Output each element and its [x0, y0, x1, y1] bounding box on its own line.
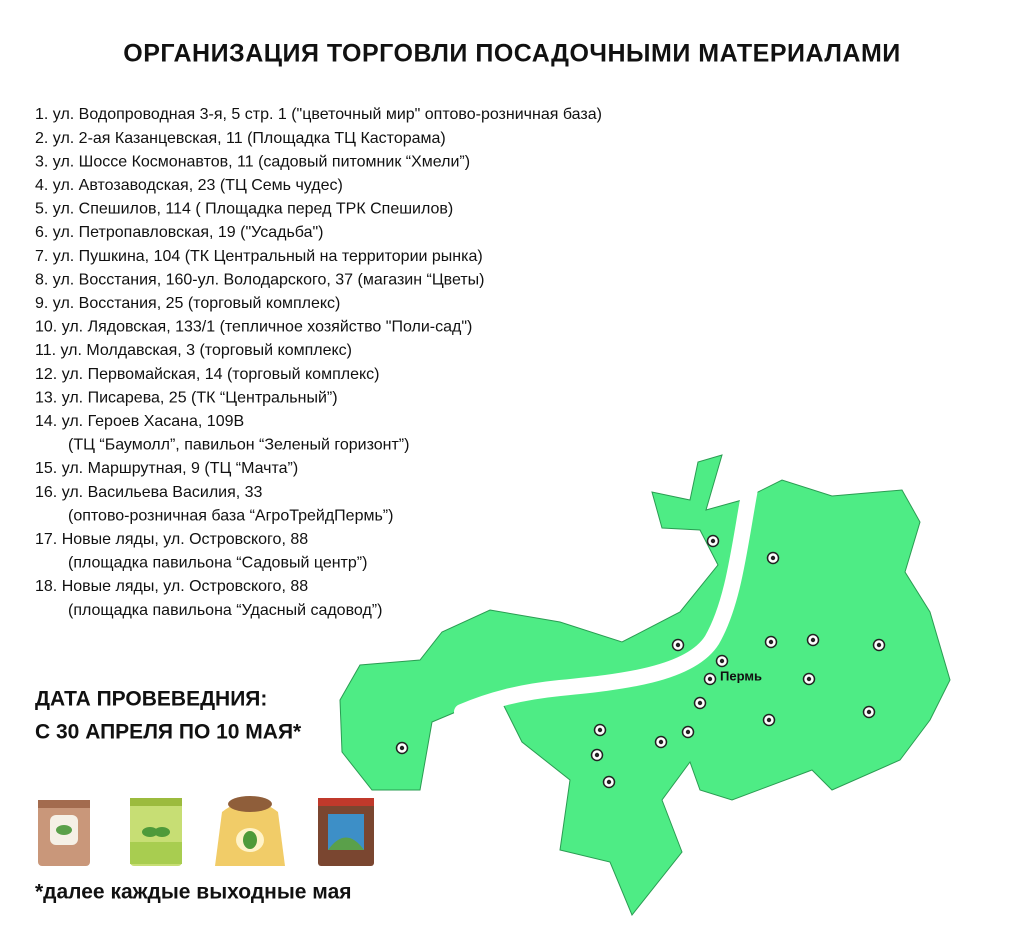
list-item: 12. ул. Первомайская, 14 (торговый компл…: [35, 366, 379, 383]
packet-icon: [215, 796, 285, 866]
map: Пермь: [339, 454, 951, 916]
marker-dot: [399, 745, 405, 751]
marker-dot: [697, 700, 703, 706]
marker-dot: [719, 658, 725, 664]
list-item: 9. ул. Восстания, 25 (торговый комплекс): [35, 295, 340, 312]
marker-dot: [766, 717, 772, 723]
city-label: Пермь: [720, 668, 762, 683]
list-item: 8. ул. Восстания, 160-ул. Володарского, …: [35, 271, 485, 288]
marker-dot: [876, 642, 882, 648]
packet-icon: [38, 800, 90, 866]
list-item: 7. ул. Пушкина, 104 (ТК Центральный на т…: [35, 248, 483, 265]
marker-dot: [710, 538, 716, 544]
list-item: 4. ул. Автозаводская, 23 (ТЦ Семь чудес): [35, 177, 343, 194]
marker-dot: [594, 752, 600, 758]
list-item: 16. ул. Васильева Василия, 33: [35, 484, 263, 501]
list-item: 14. ул. Героев Хасана, 109В: [35, 413, 244, 430]
date-period: С 30 АПРЕЛЯ ПО 10 МАЯ*: [35, 721, 302, 744]
marker-dot: [707, 676, 713, 682]
list-item-detail: (площадка павильона “Удасный садовод”): [68, 602, 382, 619]
address-list: 1. ул. Водопроводная 3-я, 5 стр. 1 ("цве…: [35, 106, 602, 619]
marker-dot: [806, 676, 812, 682]
list-item: 10. ул. Лядовская, 133/1 (тепличное хозя…: [35, 319, 472, 336]
packet-icon: [130, 798, 182, 866]
marker-dot: [866, 709, 872, 715]
marker-dot: [810, 637, 816, 643]
list-item: 13. ул. Писарева, 25 (ТК “Центральный”): [35, 389, 338, 406]
list-item: 2. ул. 2-ая Казанцевская, 11 (Площадка Т…: [35, 130, 446, 147]
title: ОРГАНИЗАЦИЯ ТОРГОВЛИ ПОСАДОЧНЫМИ МАТЕРИА…: [123, 40, 901, 68]
footnote: *далее каждые выходные мая: [35, 881, 352, 904]
list-item: 5. ул. Спешилов, 114 ( Площадка перед ТР…: [35, 201, 453, 218]
list-item: 1. ул. Водопроводная 3-я, 5 стр. 1 ("цве…: [35, 106, 602, 123]
seed-icons: [38, 796, 374, 866]
list-item: 15. ул. Маршрутная, 9 (ТЦ “Мачта”): [35, 460, 298, 477]
list-item: 3. ул. Шоссе Космонавтов, 11 (садовый пи…: [35, 153, 470, 170]
list-item: 6. ул. Петропавловская, 19 ("Усадьба"): [35, 224, 324, 241]
marker-dot: [658, 739, 664, 745]
marker-dot: [675, 642, 681, 648]
river: [454, 470, 760, 720]
list-item-detail: (оптово-розничная база “АгроТрейдПермь”): [68, 507, 393, 524]
marker-dot: [768, 639, 774, 645]
marker-dot: [597, 727, 603, 733]
list-item: 18. Новые ляды, ул. Островского, 88: [35, 578, 308, 595]
date-heading: ДАТА ПРОВЕВЕДНИЯ:: [35, 688, 267, 711]
marker-dot: [685, 729, 691, 735]
marker-dot: [770, 555, 776, 561]
marker-dot: [606, 779, 612, 785]
packet-icon: [318, 798, 374, 866]
markers: [395, 534, 886, 789]
list-item-detail: (площадка павильона “Садовый центр”): [68, 555, 367, 572]
city-area: [339, 454, 951, 916]
list-item-detail: (ТЦ “Баумолл”, павильон “Зеленый горизон…: [68, 437, 409, 454]
list-item: 11. ул. Молдавская, 3 (торговый комплекс…: [35, 342, 352, 359]
list-item: 17. Новые ляды, ул. Островского, 88: [35, 531, 308, 548]
